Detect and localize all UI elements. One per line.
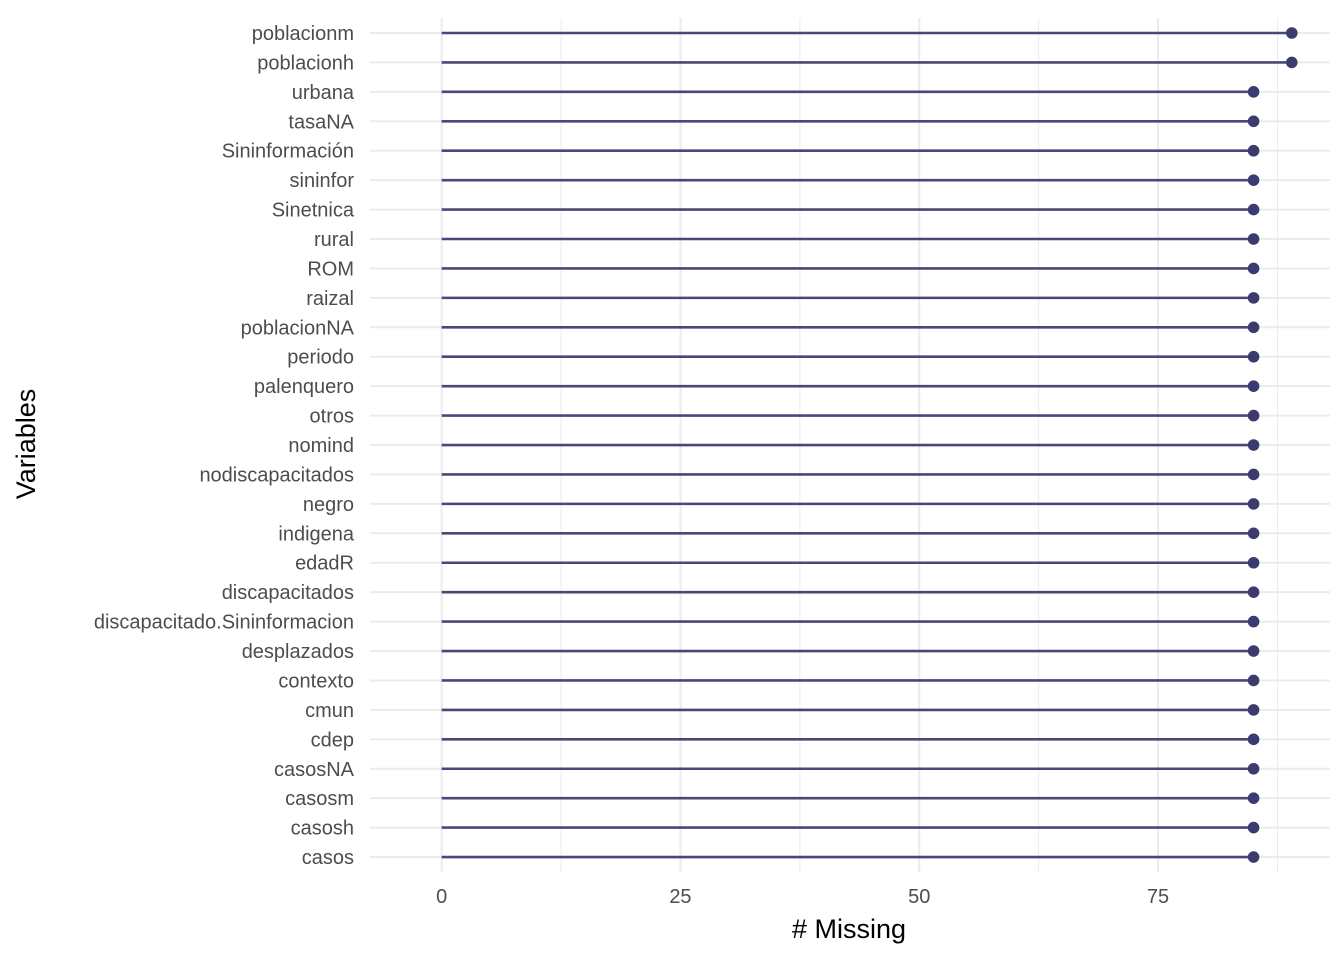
y-tick-label: desplazados [242,641,354,663]
y-tick-label: indigena [278,523,355,545]
lollipop-point [1285,56,1298,69]
marks-layer [441,27,1298,863]
y-tick-label: casos [302,847,354,869]
y-tick-label: cmun [305,700,354,722]
lollipop-point [1247,851,1260,863]
lollipop-point [1247,674,1260,687]
lollipop-point [1247,527,1260,540]
lollipop-point [1247,380,1260,392]
y-tick-label: Sinetnica [272,200,355,222]
lollipop-point [1247,233,1260,245]
lollipop-point [1247,409,1260,422]
lollipop-point [1247,586,1260,598]
lollipop-point [1247,292,1260,304]
lollipop-point [1247,498,1260,510]
y-tick-label: nomind [288,435,354,457]
lollipop-point [1247,556,1260,569]
y-tick-label: periodo [287,347,354,369]
y-tick-label: casosNA [274,759,355,781]
x-axis-title: # Missing [792,914,906,944]
lollipop-point [1247,174,1260,186]
y-tick-label: palenquero [254,376,354,398]
lollipop-point [1247,704,1260,716]
y-tick-label: poblacionNA [241,317,355,339]
y-tick-label: nodiscapacitados [199,464,354,486]
y-tick-label: negro [303,494,354,516]
y-tick-label: discapacitado.Sininformacion [94,612,354,634]
lollipop-point [1247,144,1260,157]
y-tick-label: poblacionh [257,52,354,74]
x-tick-label: 0 [436,886,447,908]
y-tick-label: cdep [311,729,354,751]
y-axis-tick-labels: poblacionm poblacionh urbana tasaNA Sininfor… [94,23,355,869]
lollipop-point [1247,821,1260,834]
x-axis-tick-labels: 0 25 50 75 [436,886,1169,908]
lollipop-point [1247,86,1260,98]
y-axis-title: Variables [11,389,41,500]
x-tick-label: 50 [908,886,930,908]
y-tick-label: otros [310,406,354,428]
y-tick-label: casosm [285,788,354,810]
lollipop-point [1247,439,1260,451]
y-tick-label: casosh [291,818,354,840]
y-tick-label: raizal [306,288,354,310]
x-tick-label: 25 [669,886,691,908]
lollipop-point [1247,262,1260,275]
y-tick-label: edadR [295,553,354,575]
y-tick-label: contexto [278,670,354,692]
lollipop-point [1247,615,1260,628]
y-tick-label: urbana [292,82,355,104]
lollipop-point [1247,468,1260,481]
lollipop-point [1247,115,1260,128]
y-tick-label: rural [314,229,354,251]
lollipop-point [1247,321,1260,334]
y-tick-label: poblacionm [252,23,354,45]
y-tick-label: sininfor [290,170,355,192]
x-tick-label: 75 [1147,886,1169,908]
lollipop-point [1247,792,1260,804]
lollipop-point [1247,733,1260,746]
lollipop-point [1247,762,1260,775]
y-tick-label: ROM [307,258,354,280]
y-tick-label: tasaNA [288,111,354,133]
lollipop-point [1247,350,1260,363]
y-tick-label: discapacitados [222,582,354,604]
lollipop-point [1247,645,1260,657]
lollipop-point [1247,203,1260,216]
y-tick-label: Sininformación [222,141,354,163]
lollipop-point [1285,27,1298,39]
